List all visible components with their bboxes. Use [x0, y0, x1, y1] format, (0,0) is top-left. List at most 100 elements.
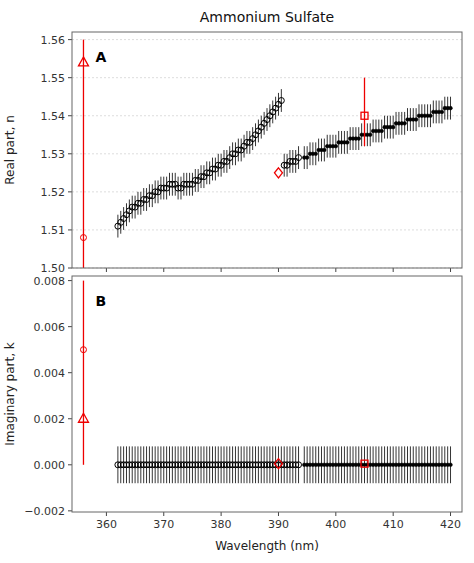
triangle-marker [78, 57, 88, 66]
series [83, 281, 84, 465]
error-bar [298, 146, 299, 169]
error-bar [244, 135, 245, 158]
error-bar [235, 142, 236, 165]
error-bar [229, 146, 230, 169]
error-bar [275, 97, 276, 120]
y-tick [68, 510, 72, 511]
x-tick [163, 268, 164, 272]
series [302, 446, 452, 483]
dot [345, 141, 349, 145]
error-bar [241, 139, 242, 162]
y-tick [68, 191, 72, 192]
y-tick [68, 39, 72, 40]
error-bar [203, 165, 204, 188]
error-bar [140, 192, 141, 215]
error-bar [261, 116, 262, 139]
circle-marker [296, 462, 302, 468]
y-tick [68, 418, 72, 419]
y-tick [68, 268, 72, 269]
x-tick [221, 268, 222, 272]
y-tick-label: 1.50 [41, 262, 66, 275]
error-bar [258, 120, 259, 143]
y-tick-label: 1.55 [41, 72, 66, 85]
marks [78, 281, 452, 484]
series [115, 89, 302, 237]
diamond-marker [274, 459, 282, 469]
dot [323, 148, 327, 152]
x-tick [335, 268, 336, 272]
x-tick [335, 512, 336, 516]
x-tick [450, 268, 451, 272]
error-bar [221, 154, 222, 177]
plot-area [72, 32, 462, 268]
panel-label: A [95, 49, 106, 65]
frame [72, 276, 462, 512]
range-line [83, 281, 84, 465]
error-bar [255, 123, 256, 146]
y-tick [68, 229, 72, 230]
error-bar [287, 154, 288, 177]
series [80, 235, 86, 241]
error-bar [249, 131, 250, 154]
error-bar [252, 127, 253, 150]
y-tick-label: −0.002 [24, 505, 65, 518]
error-bar [117, 215, 118, 238]
grid-line [72, 191, 462, 192]
x-tick [393, 268, 394, 272]
dot [314, 152, 318, 156]
dot [414, 118, 418, 122]
error-bar [146, 188, 147, 211]
x-tick [278, 512, 279, 516]
panel: 1.501.511.521.531.541.551.56AReal part, … [3, 9, 462, 275]
plot-area [72, 276, 462, 512]
error-bar [272, 101, 273, 124]
y-tick [68, 372, 72, 373]
error-bar [135, 196, 136, 219]
y-tick-label: 0.004 [34, 367, 66, 380]
x-tick-label: 390 [268, 518, 289, 531]
series [274, 459, 282, 469]
error-bar [281, 89, 282, 112]
dot [357, 137, 361, 141]
y-tick [68, 153, 72, 154]
dot [440, 110, 444, 114]
error-bar [120, 211, 121, 234]
x-tick [106, 268, 107, 272]
circle-marker [80, 235, 86, 241]
range-line [83, 40, 84, 268]
y-tick [68, 326, 72, 327]
x-tick-label: 400 [325, 518, 346, 531]
dot [403, 122, 407, 126]
circle-marker [80, 347, 86, 353]
triangle-marker [78, 413, 88, 422]
error-bar [158, 180, 159, 203]
y-tick-label: 1.54 [41, 110, 66, 123]
error-bar [278, 93, 279, 116]
x-tick [163, 512, 164, 516]
error-bar [192, 173, 193, 196]
error-bar [215, 158, 216, 181]
panel-label: B [95, 293, 106, 309]
y-axis-label: Imaginary part, k [3, 342, 17, 446]
error-bar [226, 150, 227, 173]
chart: 1.501.511.521.531.541.551.56AReal part, … [0, 0, 474, 563]
series [83, 40, 84, 268]
series [115, 446, 302, 483]
error-bar [269, 104, 270, 127]
y-axis-label: Real part, n [3, 115, 17, 185]
series [361, 460, 368, 467]
y-tick [68, 115, 72, 116]
error-bar [264, 112, 265, 135]
grid-line [72, 39, 462, 40]
diamond-marker [274, 168, 282, 178]
x-axis-label: Wavelength (nm) [215, 539, 319, 553]
error-bar [166, 177, 167, 200]
x-tick [221, 512, 222, 516]
y-tick-label: 1.51 [41, 224, 66, 237]
panel: −0.0020.0000.0020.0040.0060.008360370380… [3, 275, 462, 553]
dot [334, 144, 338, 148]
circle-marker [296, 155, 302, 161]
y-tick-label: 0.006 [34, 321, 66, 334]
y-tick [68, 464, 72, 465]
x-tick [278, 268, 279, 272]
